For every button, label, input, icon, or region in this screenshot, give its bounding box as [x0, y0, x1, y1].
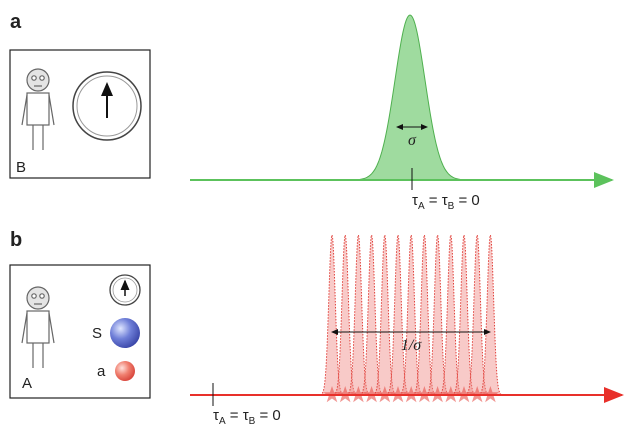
- tau: τ: [213, 407, 219, 424]
- gaussian-pulse: [349, 14, 471, 181]
- pulse: [411, 233, 437, 396]
- pulse: [451, 233, 477, 396]
- pulse: [332, 233, 358, 396]
- equals-zero: = 0: [255, 407, 280, 424]
- equals-zero: = 0: [454, 192, 479, 209]
- ancilla-label: a: [97, 363, 106, 380]
- panel-label: b: [10, 229, 22, 251]
- observer-figure: [21, 68, 55, 150]
- clock: [72, 71, 142, 141]
- pulse: [398, 233, 424, 396]
- tau: = τ: [226, 407, 249, 424]
- pulse: [477, 233, 503, 396]
- subscript: B: [249, 416, 256, 427]
- pulse: [345, 233, 371, 396]
- pulse: [359, 233, 384, 396]
- width-label: 1/σ: [401, 337, 422, 354]
- source-label: S: [92, 325, 102, 342]
- subscript: A: [219, 416, 226, 427]
- observer-label: B: [16, 159, 26, 176]
- time-label: τA = τB = 0: [412, 192, 480, 212]
- source-sphere: [110, 318, 140, 348]
- pulse: [385, 233, 411, 396]
- ancilla-sphere: [115, 361, 135, 381]
- tau: τ: [412, 192, 418, 209]
- panel-label: a: [10, 11, 22, 33]
- frame: [9, 49, 151, 179]
- pulse: [438, 233, 463, 396]
- pulse: [319, 233, 345, 396]
- frame: [9, 264, 151, 399]
- clock: [109, 274, 141, 306]
- width-label: σ: [408, 132, 417, 149]
- time-label: τA = τB = 0: [213, 407, 281, 427]
- pulse: [464, 233, 490, 396]
- tau: = τ: [425, 192, 448, 209]
- observer-label: A: [22, 375, 32, 392]
- subscript: A: [418, 201, 425, 212]
- subscript: B: [448, 201, 455, 212]
- pulse: [372, 233, 397, 396]
- pulse-comb: [319, 233, 503, 403]
- observer-figure: [21, 286, 55, 368]
- pulse: [425, 233, 450, 396]
